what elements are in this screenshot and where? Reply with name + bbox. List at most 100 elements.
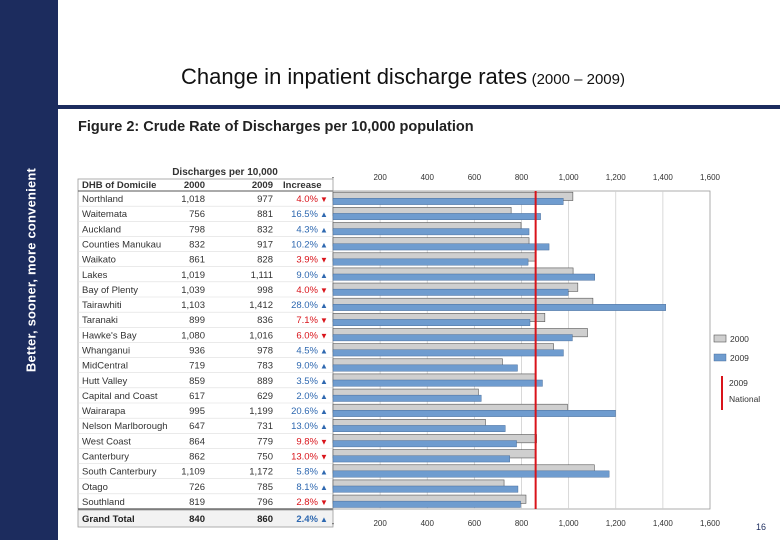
row-value-2000: 1,080 [181, 330, 205, 341]
row-value-2009: 832 [257, 224, 273, 235]
x-tick-label-top: 1,200 [606, 173, 627, 182]
slide-title-range: (2000 – 2009) [531, 71, 625, 88]
bar-2009 [332, 364, 518, 372]
bar-2009 [332, 440, 517, 448]
increase-down-arrow-icon: ▼ [320, 316, 328, 325]
row-value-2000: 1,109 [181, 467, 205, 478]
increase-up-arrow-icon: ▲ [320, 468, 328, 477]
increase-up-arrow-icon: ▲ [320, 225, 328, 234]
row-increase: 7.1% [296, 315, 318, 326]
x-tick-label-top: 1,400 [653, 173, 674, 182]
row-increase: 6.0% [296, 330, 318, 341]
row-dhb-name: Whanganui [82, 346, 130, 357]
header-dhb: DHB of Domicile [82, 180, 156, 191]
legend-swatch-2009 [713, 353, 727, 362]
x-tick-label-bottom: 600 [468, 519, 482, 528]
row-increase: 20.6% [291, 406, 318, 417]
bar-2009 [332, 470, 610, 478]
row-value-2009: 836 [257, 315, 273, 326]
increase-up-arrow-icon: ▲ [320, 241, 328, 250]
row-increase: 13.0% [291, 452, 318, 463]
bar-2009 [332, 273, 595, 281]
row-value-2000: 995 [189, 406, 205, 417]
bar-2009 [332, 485, 519, 493]
row-value-2000: 798 [189, 224, 205, 235]
row-value-2000: 1,018 [181, 194, 205, 205]
row-increase: 16.5% [291, 209, 318, 220]
row-increase: 28.0% [291, 300, 318, 311]
legend-label-national-word: National [729, 394, 760, 404]
row-dhb-name: West Coast [82, 436, 131, 447]
row-increase: 3.9% [296, 255, 318, 266]
row-dhb-name: Waitemata [82, 209, 128, 220]
bar-2009 [332, 319, 531, 326]
total-row-bg [77, 509, 334, 528]
row-dhb-name: Hutt Valley [82, 376, 127, 387]
bar-2009 [332, 500, 521, 508]
row-value-2000: 936 [189, 346, 205, 357]
row-dhb-name: Otago [82, 482, 108, 493]
row-value-2009: 998 [257, 285, 273, 296]
increase-down-arrow-icon: ▼ [320, 286, 328, 295]
total-increase: 2.4% [296, 514, 318, 525]
x-tick-label-bottom: 1,200 [606, 519, 627, 528]
row-value-2009: 889 [257, 376, 273, 387]
row-increase: 3.5% [296, 376, 318, 387]
row-increase: 5.8% [296, 467, 318, 478]
header-increase: Increase [283, 180, 322, 191]
slide-title-main: Change in inpatient discharge rates [181, 64, 528, 89]
row-increase: 2.8% [296, 497, 318, 508]
bar-2009 [332, 243, 550, 251]
increase-down-arrow-icon: ▼ [320, 256, 328, 265]
x-tick-label-top: 400 [421, 173, 435, 182]
figure-title: Figure 2: Crude Rate of Discharges per 1… [78, 119, 474, 135]
total-2009: 860 [257, 514, 273, 525]
bar-2009 [332, 304, 666, 311]
row-value-2000: 647 [189, 421, 205, 432]
bar-2009 [332, 213, 541, 220]
x-tick-label-bottom: 1,400 [653, 519, 674, 528]
row-increase: 8.1% [296, 482, 318, 493]
legend-label-national-year: 2009 [729, 378, 748, 388]
bar-2009 [332, 394, 482, 402]
x-tick-label-bottom: 1,000 [559, 519, 580, 528]
x-tick-label-top: - [332, 173, 335, 182]
increase-up-arrow-icon: ▲ [320, 210, 328, 219]
row-value-2009: 1,016 [249, 330, 273, 341]
increase-down-arrow-icon: ▼ [320, 331, 328, 340]
row-dhb-name: MidCentral [82, 361, 128, 372]
row-increase: 2.0% [296, 391, 318, 402]
row-value-2009: 783 [257, 361, 273, 372]
row-value-2009: 750 [257, 452, 273, 463]
row-value-2000: 617 [189, 391, 205, 402]
row-value-2009: 1,172 [249, 467, 273, 478]
row-increase: 13.0% [291, 421, 318, 432]
increase-up-arrow-icon: ▲ [320, 515, 328, 524]
row-dhb-name: Tairawhiti [82, 300, 122, 311]
row-dhb-name: Waikato [82, 255, 116, 266]
row-increase: 4.0% [296, 285, 318, 296]
header-2009: 2009 [252, 180, 273, 191]
page-number: 16 [755, 522, 766, 532]
header-2000: 2000 [184, 180, 205, 191]
x-tick-label-bottom: 200 [373, 519, 387, 528]
x-tick-label-top: 200 [373, 173, 387, 182]
header-group-label: Discharges per 10,000 [172, 167, 278, 178]
bar-2009 [332, 198, 564, 205]
row-value-2000: 862 [189, 452, 205, 463]
row-value-2009: 796 [257, 497, 273, 508]
row-dhb-name: Taranaki [82, 315, 118, 326]
row-dhb-name: Nelson Marlborough [82, 421, 168, 432]
increase-up-arrow-icon: ▲ [320, 301, 328, 310]
row-value-2009: 978 [257, 346, 273, 357]
bar-2009 [332, 455, 510, 463]
increase-down-arrow-icon: ▼ [320, 437, 328, 446]
legend-label-2009: 2009 [730, 353, 749, 363]
row-increase: 9.8% [296, 436, 318, 447]
row-value-2000: 899 [189, 315, 205, 326]
legend-swatch-2000 [713, 334, 727, 343]
row-value-2009: 828 [257, 255, 273, 266]
x-tick-label-top: 1,000 [559, 173, 580, 182]
row-dhb-name: Wairarapa [82, 406, 126, 417]
x-tick-label-top: 1,600 [700, 173, 721, 182]
